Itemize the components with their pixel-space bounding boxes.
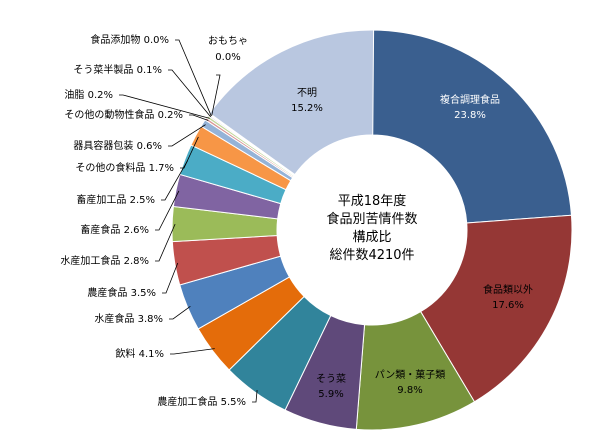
leader-lines bbox=[119, 39, 258, 403]
slice-labels: 複合調理食品 23.8% 食品類以外 17.6% パン類・菓子類 9.8% そう菜 5.9% 農… bbox=[60, 33, 533, 408]
leader-line bbox=[169, 305, 191, 320]
slice-percent: 9.8% bbox=[397, 385, 422, 396]
slice-label: 水産加工食品 2.8% bbox=[60, 254, 149, 267]
slice-percent: 0.0% bbox=[215, 52, 240, 63]
slice-label: 飲料 4.1% bbox=[115, 347, 164, 360]
donut-hole bbox=[277, 135, 467, 325]
leader-line bbox=[161, 160, 188, 201]
leader-line bbox=[211, 74, 221, 116]
slice-label: おもちゃ bbox=[208, 35, 248, 47]
slice-label: その他の動物性食品 0.2% bbox=[64, 108, 183, 121]
leader-line bbox=[155, 190, 180, 231]
slice-label: 農産加工食品 5.5% bbox=[157, 395, 246, 408]
slice-percent: 23.8% bbox=[454, 110, 486, 121]
center-title-line-3: 構成比 bbox=[352, 230, 391, 245]
leader-line bbox=[170, 348, 215, 355]
slice-label: その他の食料品 1.7% bbox=[75, 161, 174, 174]
center-title: 平成18年度 食品別苦情件数 構成比 総件数4210件 bbox=[326, 193, 417, 263]
leader-line bbox=[180, 136, 199, 169]
slice-label: 食品類以外 bbox=[483, 283, 533, 296]
slice-label: 不明 bbox=[297, 87, 317, 99]
leader-line bbox=[175, 39, 212, 117]
slice-percent: 17.6% bbox=[492, 300, 524, 311]
leader-line bbox=[168, 124, 206, 147]
center-title-line-4: 総件数4210件 bbox=[329, 248, 414, 263]
slice-percent: 5.9% bbox=[318, 389, 343, 400]
leader-line bbox=[119, 94, 210, 119]
center-title-line-1: 平成18年度 bbox=[338, 193, 407, 209]
pie-slices bbox=[171, 29, 573, 431]
slice-label: そう菜半製品 0.1% bbox=[73, 63, 162, 76]
center-title-line-2: 食品別苦情件数 bbox=[326, 211, 417, 227]
slice-label: 農産食品 3.5% bbox=[87, 286, 156, 299]
slice-label: 油脂 0.2% bbox=[64, 88, 113, 101]
leader-line bbox=[155, 223, 176, 262]
leader-line bbox=[168, 69, 212, 118]
leader-line bbox=[189, 114, 209, 121]
slice-label: 複合調理食品 bbox=[440, 93, 500, 106]
leader-line bbox=[162, 262, 179, 294]
slice-label: パン類・菓子類 bbox=[375, 369, 446, 381]
leader-line bbox=[252, 389, 258, 403]
slice-label: そう菜 bbox=[316, 373, 346, 385]
slice-percent: 15.2% bbox=[291, 103, 323, 114]
slice-label: 食品添加物 0.0% bbox=[90, 33, 169, 46]
slice-label: 器具容器包装 0.6% bbox=[73, 139, 162, 152]
slice-label: 畜産加工品 2.5% bbox=[76, 193, 155, 206]
slice-label: 畜産食品 2.6% bbox=[80, 223, 149, 236]
slice-label: 水産食品 3.8% bbox=[94, 312, 163, 325]
